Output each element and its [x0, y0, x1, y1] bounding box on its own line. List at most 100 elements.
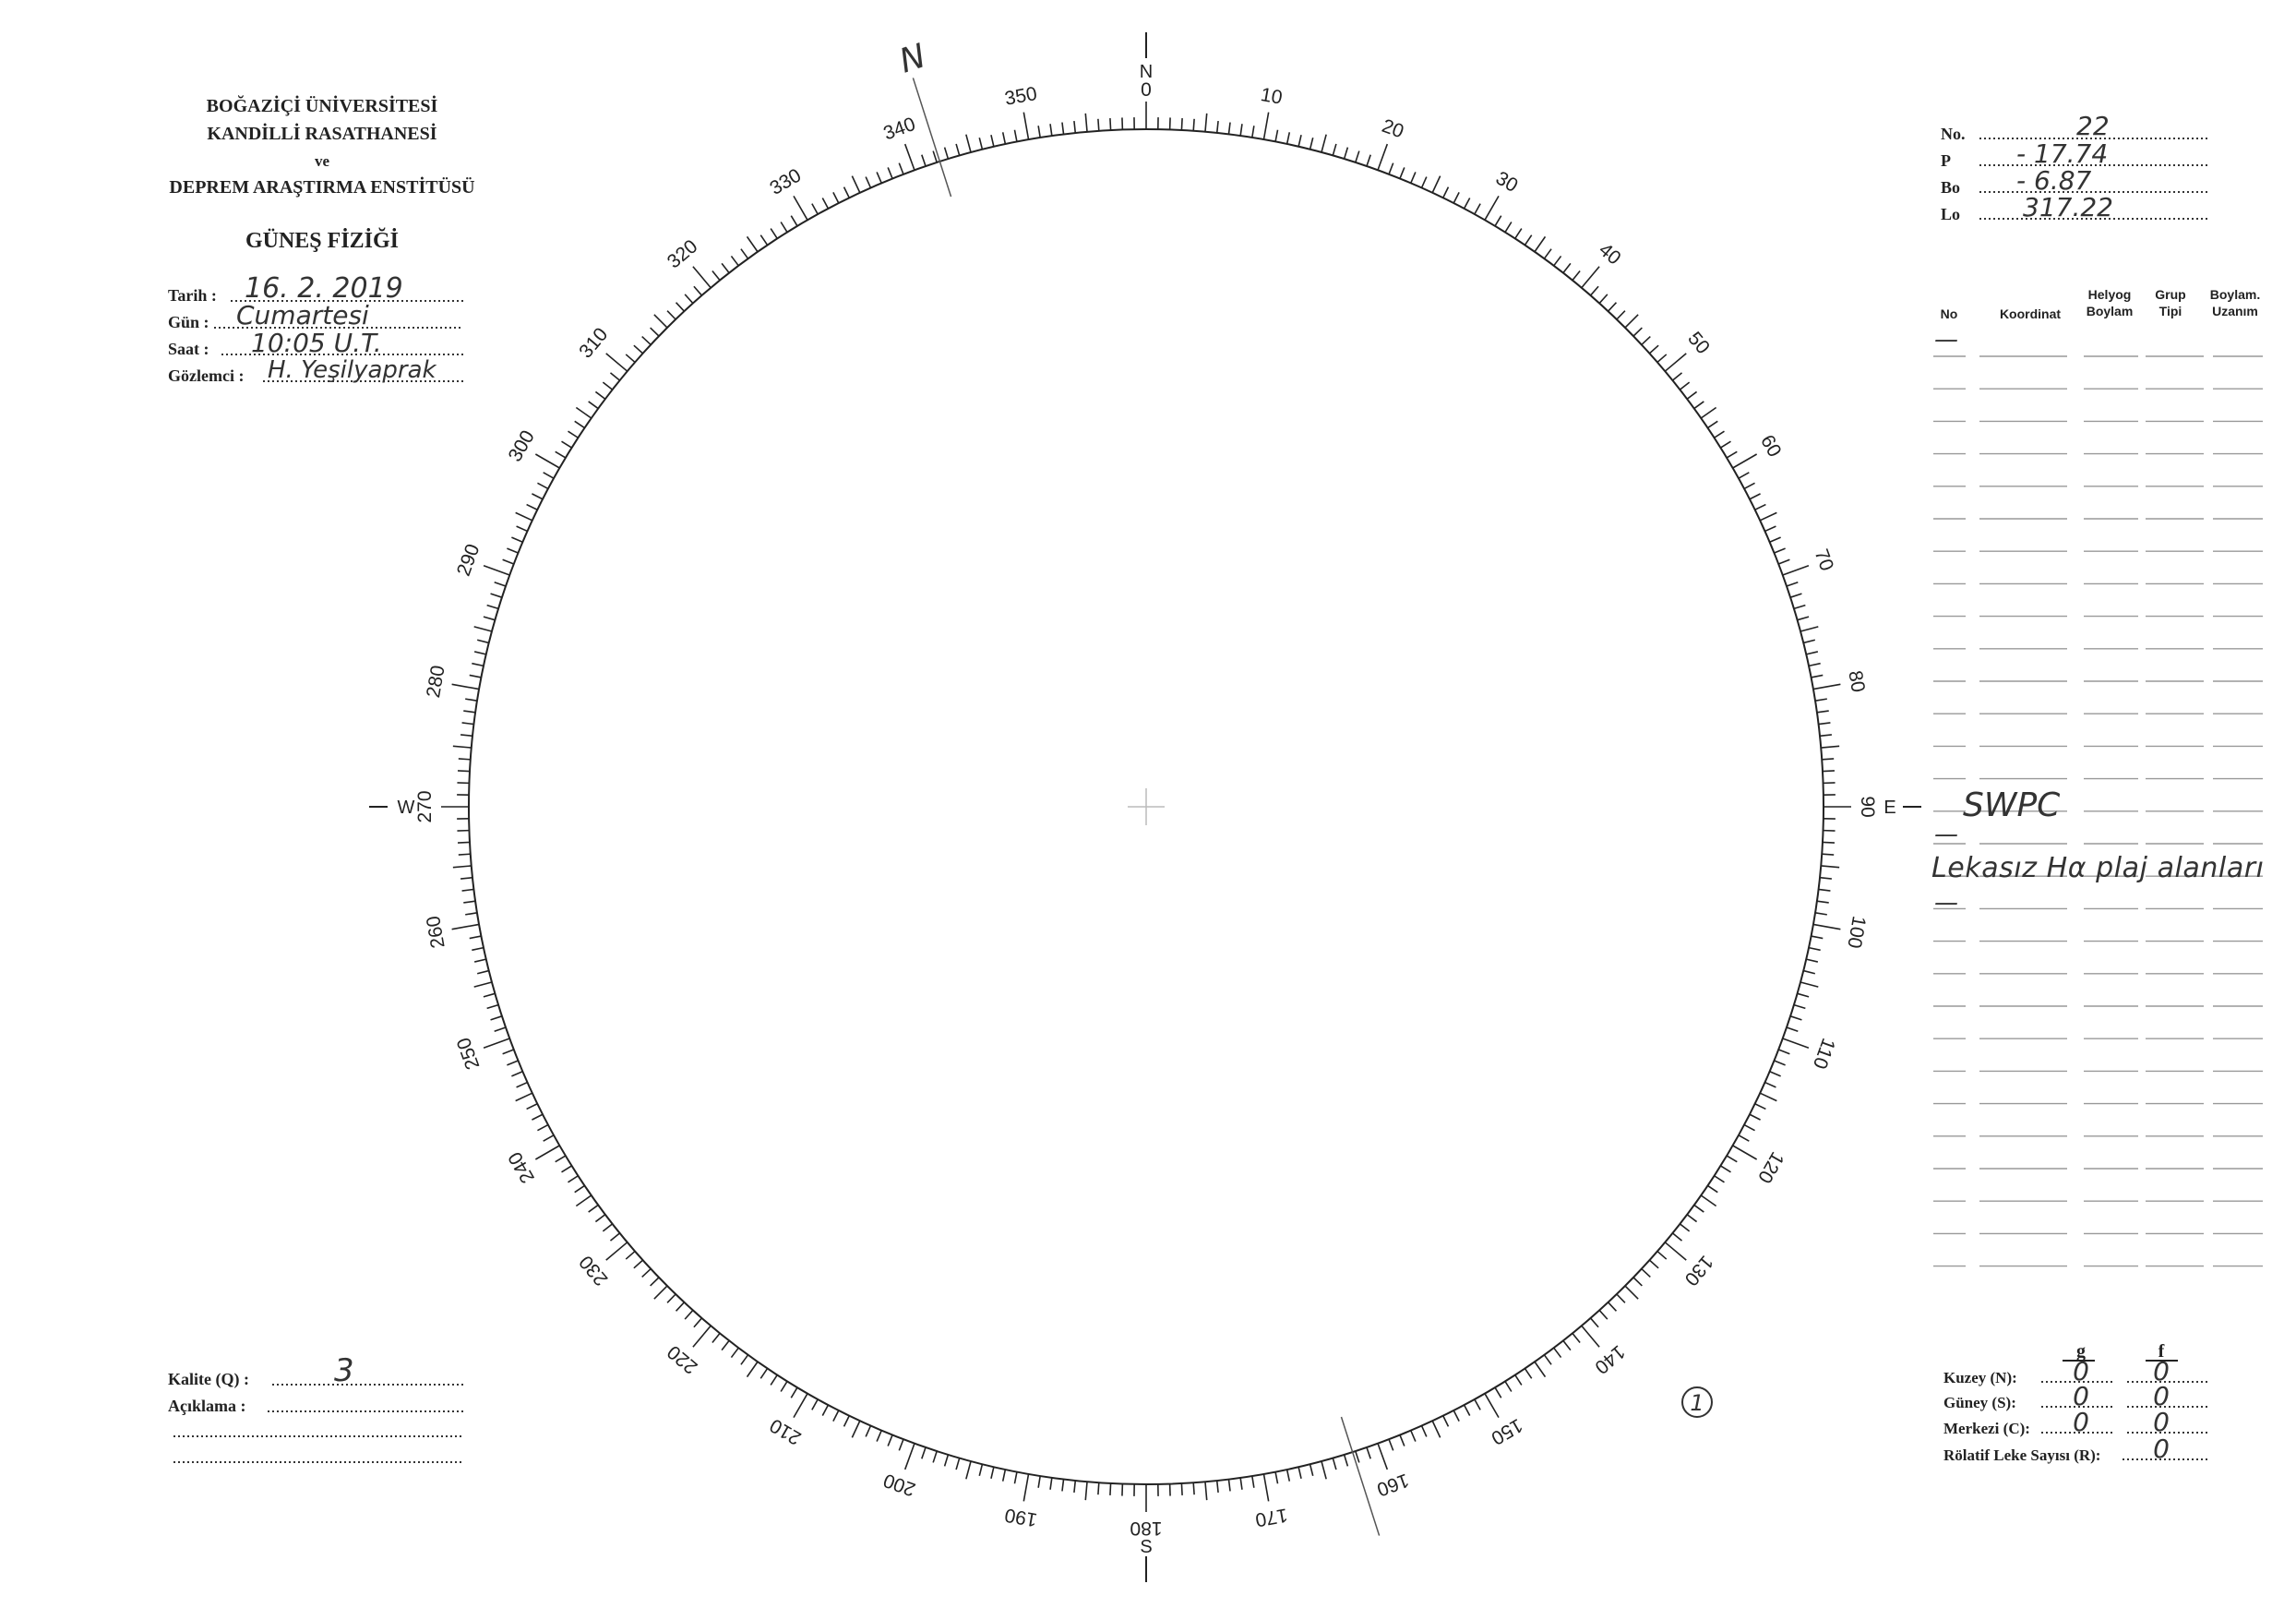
degree-tick	[721, 1339, 730, 1351]
degree-tick	[1022, 1473, 1030, 1502]
degree-tick	[1037, 1475, 1041, 1488]
degree-tick	[1648, 344, 1659, 354]
institution-line: ve	[315, 152, 330, 170]
degree-tick	[1514, 1374, 1523, 1386]
degree-tick	[1388, 162, 1394, 175]
degree-label: 200	[880, 1470, 918, 1501]
degree-tick	[790, 215, 798, 227]
degree-tick	[770, 228, 778, 239]
degree-label: 30	[1492, 167, 1522, 197]
degree-tick	[1377, 143, 1389, 171]
degree-tick	[537, 482, 549, 490]
table-entry: SWPC	[1963, 786, 2061, 824]
center-f: 0	[2153, 1407, 2170, 1437]
degree-tick	[1769, 536, 1781, 543]
degree-tick	[1732, 1145, 1758, 1160]
degree-tick	[1073, 1480, 1077, 1493]
degree-tick	[832, 1410, 840, 1422]
bo-value: - 6.87	[2016, 165, 2092, 196]
degree-tick	[1297, 134, 1302, 147]
solar-rotation-axis	[912, 78, 1381, 1536]
degree-tick	[1097, 118, 1100, 131]
degree-tick	[684, 294, 694, 305]
degree-tick	[851, 175, 861, 194]
degree-tick	[712, 270, 721, 282]
degree-tick	[1227, 122, 1231, 135]
degree-label: 150	[1488, 1414, 1526, 1448]
degree-tick	[1616, 1293, 1626, 1303]
degree-tick	[463, 900, 476, 904]
degree-tick	[1664, 1242, 1687, 1261]
center-g: 0	[2073, 1407, 2089, 1437]
degree-tick	[1797, 992, 1810, 998]
degree-tick	[1061, 1479, 1065, 1492]
degree-tick	[511, 1071, 523, 1077]
degree-tick	[865, 176, 872, 188]
degree-tick	[1800, 626, 1819, 632]
degree-tick	[1286, 132, 1291, 145]
degree-tick	[473, 981, 493, 988]
department-title: GÜNEŞ FİZİĞİ	[245, 228, 399, 253]
degree-tick	[1671, 1232, 1683, 1242]
degree-label: 140	[1591, 1341, 1630, 1378]
degree-label: 130	[1680, 1252, 1717, 1290]
degree-tick	[943, 147, 950, 160]
bo-label: Bo	[1941, 178, 1960, 197]
degree-tick	[490, 593, 503, 598]
degree-tick	[1822, 758, 1835, 761]
degree-tick	[1777, 558, 1790, 565]
col-koordinat: Koordinat	[2000, 306, 2061, 321]
degree-tick	[1227, 1479, 1231, 1492]
west-label: W	[398, 798, 415, 818]
degree-label: 40	[1595, 239, 1625, 270]
degree-tick	[451, 923, 480, 930]
degree-tick	[876, 172, 882, 184]
degree-tick	[641, 1268, 652, 1278]
degree-label: 320	[664, 235, 702, 272]
counts-block: g f Kuzey (N): 0 0 Güney (S): 0 0 Merkez…	[1943, 1341, 2208, 1464]
degree-tick	[843, 1415, 850, 1427]
degree-tick	[1109, 117, 1112, 131]
quality-value: 3	[334, 1352, 354, 1389]
degree-tick	[693, 285, 703, 296]
degree-tick	[1013, 129, 1018, 142]
degree-tick	[1589, 1317, 1599, 1328]
degree-tick	[1494, 1386, 1502, 1398]
degree-tick	[463, 710, 476, 714]
degree-tick	[903, 1443, 915, 1470]
degree-tick	[1192, 1482, 1195, 1495]
degree-tick	[465, 698, 478, 702]
degree-tick	[1726, 1155, 1738, 1163]
degree-tick	[625, 354, 636, 364]
degree-tick	[721, 262, 730, 274]
degree-tick	[507, 547, 519, 554]
p-label: P	[1941, 151, 1951, 170]
degree-tick	[1572, 270, 1581, 282]
degree-tick	[1679, 381, 1691, 390]
degree-label: 220	[664, 1341, 702, 1378]
degree-tick	[990, 134, 995, 147]
degree-tick	[1504, 1381, 1513, 1392]
degree-tick	[568, 430, 579, 438]
degree-tick	[1808, 662, 1821, 667]
degree-tick	[1806, 651, 1819, 655]
degree-tick	[1632, 1277, 1643, 1287]
degree-tick	[574, 420, 585, 429]
degree-tick	[790, 1386, 798, 1398]
degree-tick	[568, 1175, 579, 1183]
degree-tick	[1562, 1339, 1572, 1351]
observation-fields: Tarih : 16. 2. 2019 Gün : Cumartesi Saat…	[168, 272, 463, 385]
degree-tick	[955, 1458, 961, 1470]
degree-tick	[675, 302, 685, 312]
degree-tick	[1819, 734, 1832, 738]
degree-tick	[903, 143, 915, 171]
degree-tick	[532, 493, 544, 500]
degree-label: 10	[1259, 84, 1284, 109]
degree-tick	[609, 1232, 621, 1242]
degree-tick	[876, 1430, 882, 1442]
degree-tick	[1789, 1015, 1802, 1021]
degree-tick	[486, 1003, 499, 1010]
table-entry: —	[1934, 821, 1958, 848]
degree-tick	[1641, 1268, 1651, 1278]
time-label: Saat :	[168, 340, 209, 358]
